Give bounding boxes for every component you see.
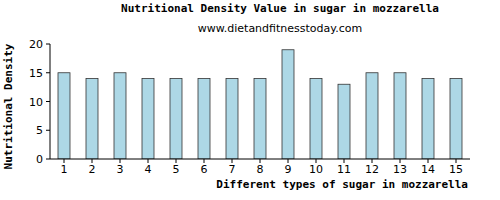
bar bbox=[86, 79, 98, 160]
y-tick bbox=[46, 159, 50, 160]
x-tick-label: 4 bbox=[145, 163, 152, 176]
x-axis-label: Different types of sugar in mozzarella bbox=[216, 178, 468, 191]
bar bbox=[226, 79, 238, 160]
bar bbox=[338, 84, 350, 159]
y-tick-label: 20 bbox=[29, 38, 43, 51]
x-tick-label: 8 bbox=[257, 163, 264, 176]
bar bbox=[142, 79, 154, 160]
bar bbox=[310, 79, 322, 160]
y-tick-label: 0 bbox=[36, 153, 43, 166]
bar bbox=[394, 73, 406, 159]
bar bbox=[254, 79, 266, 160]
bar bbox=[198, 79, 210, 160]
y-tick-label: 10 bbox=[29, 96, 43, 109]
x-tick-label: 11 bbox=[337, 163, 351, 176]
x-tick-label: 2 bbox=[89, 163, 96, 176]
bar bbox=[422, 79, 434, 160]
x-tick-label: 12 bbox=[365, 163, 379, 176]
bar bbox=[450, 79, 462, 160]
x-tick-label: 7 bbox=[229, 163, 236, 176]
x-tick-label: 10 bbox=[309, 163, 323, 176]
x-tick-label: 5 bbox=[173, 163, 180, 176]
x-tick-label: 1 bbox=[61, 163, 68, 176]
y-tick bbox=[46, 130, 50, 131]
title: Nutritional Density Value in sugar in mo… bbox=[121, 2, 439, 15]
subtitle: www.dietandfitnesstoday.com bbox=[198, 22, 362, 35]
x-tick-label: 6 bbox=[201, 163, 208, 176]
bar bbox=[282, 50, 294, 159]
y-tick-label: 5 bbox=[36, 124, 43, 137]
bar bbox=[58, 73, 70, 159]
y-tick bbox=[46, 72, 50, 73]
y-tick bbox=[46, 44, 50, 45]
x-tick-label: 9 bbox=[285, 163, 292, 176]
bar bbox=[170, 79, 182, 160]
x-tick-label: 3 bbox=[117, 163, 124, 176]
bar bbox=[114, 73, 126, 159]
bars bbox=[58, 50, 462, 159]
x-tick-label: 13 bbox=[393, 163, 407, 176]
bar bbox=[366, 73, 378, 159]
chart-container: Nutritional Density Value in sugar in mo… bbox=[0, 0, 500, 200]
y-tick-label: 15 bbox=[29, 67, 43, 80]
x-tick-label: 15 bbox=[449, 163, 463, 176]
y-axis-label: Nutritional Density bbox=[2, 43, 15, 169]
x-tick-label: 14 bbox=[421, 163, 435, 176]
y-tick bbox=[46, 101, 50, 102]
chart-svg: Nutritional Density Value in sugar in mo… bbox=[0, 0, 500, 200]
